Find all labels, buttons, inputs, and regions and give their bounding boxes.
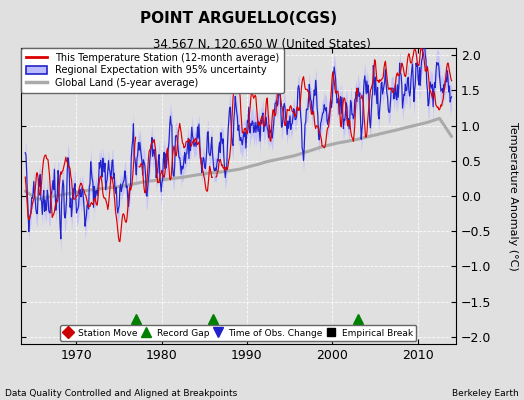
Y-axis label: Temperature Anomaly (°C): Temperature Anomaly (°C) <box>508 122 518 270</box>
Text: Berkeley Earth: Berkeley Earth <box>452 389 519 398</box>
Text: Data Quality Controlled and Aligned at Breakpoints: Data Quality Controlled and Aligned at B… <box>5 389 237 398</box>
Legend: Station Move, Record Gap, Time of Obs. Change, Empirical Break: Station Move, Record Gap, Time of Obs. C… <box>60 325 417 341</box>
Text: 34.567 N, 120.650 W (United States): 34.567 N, 120.650 W (United States) <box>153 38 371 51</box>
Title: POINT ARGUELLO(CGS): POINT ARGUELLO(CGS) <box>140 11 337 26</box>
